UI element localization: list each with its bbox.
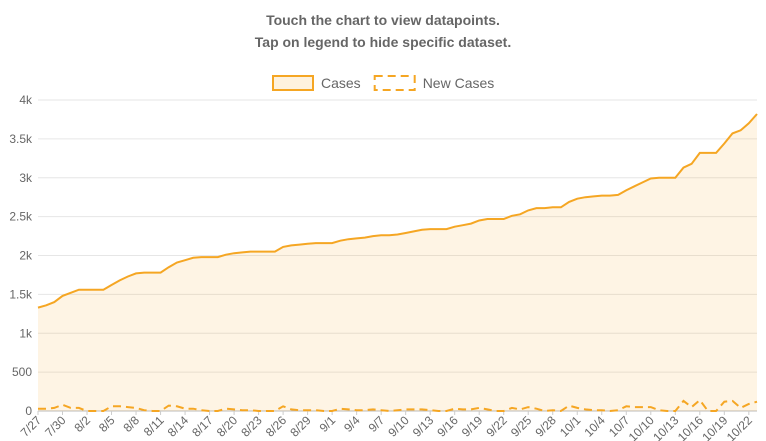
y-tick-label: 3k <box>19 171 33 185</box>
header-line: Touch the chart to view datapoints. <box>266 12 500 28</box>
y-tick-label: 2k <box>19 249 33 263</box>
series-line <box>37 113 758 309</box>
x-tick-label: 8/8 <box>120 413 142 435</box>
x-tick-label: 9/25 <box>508 413 535 440</box>
series-line <box>38 398 758 413</box>
legend-label[interactable]: Cases <box>321 75 361 91</box>
x-tick-label: 8/23 <box>238 413 265 440</box>
legend-swatch[interactable] <box>272 75 314 91</box>
x-tick-label: 8/2 <box>71 413 93 435</box>
x-tick-label: 8/14 <box>165 413 192 440</box>
x-tick-label: 8/11 <box>141 413 167 439</box>
x-tick-label: 8/17 <box>189 413 216 440</box>
x-tick-label: 10/22 <box>724 413 755 441</box>
x-tick-label: 8/20 <box>214 413 241 440</box>
x-tick-label: 9/19 <box>459 413 486 440</box>
y-tick-label: 0 <box>25 404 32 418</box>
header-line: Tap on legend to hide specific dataset. <box>255 34 511 50</box>
x-tick-label: 9/10 <box>385 413 412 440</box>
y-tick-label: 1.5k <box>9 287 33 301</box>
y-tick-label: 1k <box>19 326 33 340</box>
x-tick-label: 10/4 <box>581 413 608 440</box>
x-tick-label: 9/1 <box>317 413 339 435</box>
x-tick-label: 9/22 <box>483 413 510 440</box>
x-tick-label: 8/26 <box>263 413 290 440</box>
x-tick-label: 8/5 <box>96 413 118 435</box>
x-tick-label: 8/29 <box>287 413 314 440</box>
legend-label[interactable]: New Cases <box>423 75 495 91</box>
x-tick-label: 9/4 <box>341 413 363 435</box>
y-tick-label: 2.5k <box>9 210 33 224</box>
x-tick-label: 9/28 <box>532 413 559 440</box>
x-tick-label: 7/30 <box>42 413 69 440</box>
area <box>38 114 757 411</box>
y-tick-label: 3.5k <box>9 132 33 146</box>
x-tick-label: 9/7 <box>366 413 388 435</box>
y-tick-label: 4k <box>19 93 33 107</box>
x-tick-label: 9/16 <box>434 413 461 440</box>
x-tick-label: 10/1 <box>557 413 584 440</box>
y-tick-label: 500 <box>12 365 32 379</box>
x-tick-label: 9/13 <box>410 413 437 440</box>
legend-swatch[interactable] <box>373 75 416 91</box>
x-tick-label: 7/27 <box>18 413 45 440</box>
